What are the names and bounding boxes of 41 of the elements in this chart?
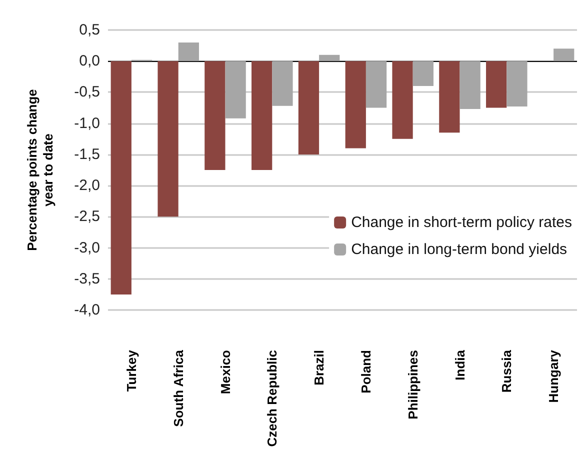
y-axis-title: Percentage points change year to date (24, 89, 56, 251)
bar (412, 61, 434, 86)
x-tick-label: Czech Republic (264, 350, 280, 447)
bar (178, 42, 199, 62)
x-tick-label: India (452, 349, 468, 380)
y-tick-label: -2,5 (74, 208, 100, 226)
bar (486, 61, 507, 108)
legend-label: Change in long-term bond yields (351, 241, 568, 258)
y-tick-label: -2,0 (74, 177, 100, 194)
y-tick-label: -1,0 (74, 114, 100, 132)
bar (110, 61, 132, 294)
bar (298, 61, 320, 154)
bar (460, 61, 480, 110)
bar (439, 61, 460, 133)
y-tick-label: -3,5 (74, 270, 100, 288)
y-tick-label: 0,0 (79, 52, 100, 70)
x-tick-label: Philippines (405, 350, 420, 420)
x-tick-label: Mexico (218, 350, 233, 394)
y-tick-label: 0,5 (79, 22, 100, 38)
bar (204, 61, 226, 170)
y-tick-label: -0,5 (74, 84, 100, 101)
bar (252, 61, 272, 170)
bar (506, 61, 528, 107)
y-tick-label: -4,0 (74, 302, 100, 318)
bar (225, 61, 246, 118)
bar (366, 61, 387, 108)
x-tick-label: Poland (358, 350, 374, 394)
bar (319, 54, 340, 62)
bar (158, 61, 178, 217)
x-tick-label: Russia (499, 349, 514, 393)
y-tick-label: -1,5 (74, 146, 100, 163)
y-tick-label: -3,0 (74, 239, 100, 256)
legend-label: Change in short-term policy rates (351, 214, 572, 231)
x-tick-label: South Africa (170, 349, 186, 427)
bar (345, 61, 366, 148)
bar (554, 48, 574, 62)
x-tick-label: Hungary (546, 349, 562, 403)
x-tick-label: Brazil (312, 350, 327, 386)
x-tick-label: Turkey (124, 349, 139, 392)
bar (392, 61, 413, 139)
bar (272, 61, 293, 106)
